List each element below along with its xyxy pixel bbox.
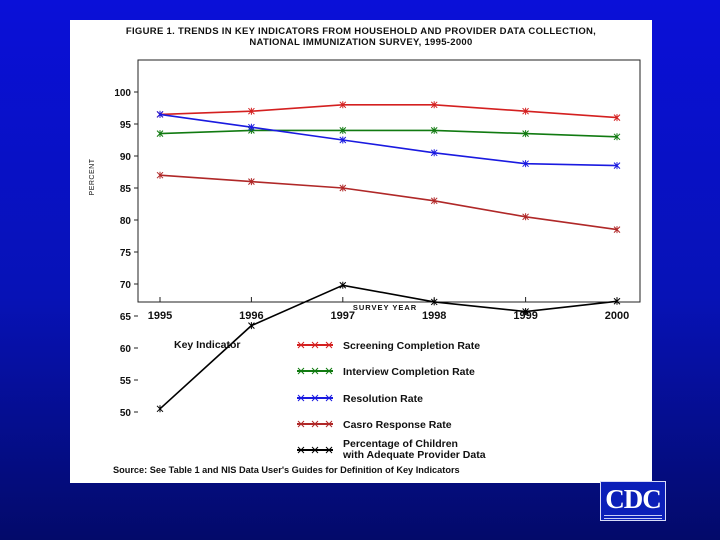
- logo-rule: [604, 518, 662, 519]
- figure-title-line-1: FIGURE 1. TRENDS IN KEY INDICATORS FROM …: [125, 26, 597, 37]
- figure-title-line-2: NATIONAL IMMUNIZATION SURVEY, 1995-2000: [249, 37, 473, 48]
- x-tick-label: 1998: [422, 310, 446, 322]
- legend-swatch-marker: [297, 420, 305, 428]
- x-axis-title: SURVEY YEAR: [353, 303, 417, 312]
- logo-rule: [604, 515, 662, 516]
- data-point-marker: [613, 114, 621, 122]
- data-point-marker: [248, 322, 255, 330]
- legend-label: Resolution Rate: [343, 393, 423, 405]
- legend-swatch-marker: [311, 367, 319, 375]
- y-tick-label: 80: [120, 216, 132, 227]
- legend-label: Casro Response Rate: [343, 419, 452, 431]
- data-point-marker: [430, 149, 438, 157]
- y-tick-label: 90: [120, 152, 132, 163]
- data-point-marker: [156, 405, 164, 413]
- y-axis-title: PERCENT: [89, 158, 96, 195]
- plot-area-frame: [137, 59, 641, 303]
- series-line: [159, 113, 618, 167]
- data-point-marker: [613, 162, 621, 170]
- line-chart: 100 95 90 85 80 75 70 65 60 55 50 1995 1996 1997 1998…: [89, 59, 641, 475]
- y-tick-label: 75: [120, 248, 132, 259]
- legend: Screening Completion Rate Interview Compl…: [297, 340, 486, 461]
- data-point-marker: [613, 133, 621, 141]
- legend-label: Percentage of Children: [343, 438, 458, 450]
- y-tick-label: 100: [114, 88, 131, 99]
- data-point-marker: [613, 226, 621, 234]
- y-tick-label: 55: [120, 376, 132, 387]
- data-point-marker: [339, 126, 347, 134]
- data-point-marker: [522, 213, 529, 221]
- legend-swatch-marker: [325, 394, 333, 402]
- legend-swatch-marker: [297, 367, 305, 375]
- legend-swatch-marker: [297, 446, 305, 454]
- y-tick-label: 70: [120, 280, 132, 291]
- y-tick-label: 60: [120, 344, 132, 355]
- data-point-marker: [156, 110, 164, 118]
- data-point-marker: [522, 107, 529, 115]
- series-line: [159, 174, 618, 231]
- data-point-marker: [522, 160, 529, 168]
- data-point-marker: [522, 308, 529, 316]
- x-tick-label: 1997: [331, 310, 355, 322]
- legend-swatch-marker: [311, 446, 319, 454]
- legend-swatch-marker: [311, 420, 319, 428]
- legend-swatch-marker: [325, 446, 333, 454]
- x-axis: 1995 1996 1997 1998 1999 2000: [148, 297, 629, 322]
- source-note: Source: See Table 1 and NIS Data User's …: [113, 465, 460, 475]
- y-tick-label: 95: [120, 120, 132, 131]
- series-line: [159, 104, 618, 119]
- data-point-marker: [248, 107, 255, 115]
- data-point-marker: [339, 136, 347, 144]
- figure-title: FIGURE 1. TRENDS IN KEY INDICATORS FROM …: [70, 26, 652, 48]
- figure-panel: FIGURE 1. TRENDS IN KEY INDICATORS FROM …: [70, 20, 652, 483]
- data-point-marker: [613, 297, 621, 305]
- y-tick-label: 85: [120, 184, 132, 195]
- data-point-marker: [430, 101, 438, 109]
- data-point-marker: [248, 178, 255, 186]
- legend-swatch-marker: [325, 341, 333, 349]
- legend-swatch-marker: [297, 394, 305, 402]
- data-point-marker: [339, 101, 347, 109]
- data-point-marker: [156, 171, 164, 179]
- cdc-logo: CDC: [600, 481, 666, 521]
- data-point-marker: [156, 130, 164, 138]
- cdc-logo-text: CDC: [605, 484, 662, 514]
- data-point-marker: [430, 126, 438, 134]
- data-point-marker: [430, 298, 438, 306]
- series-lines: [156, 101, 621, 413]
- legend-swatch-marker: [297, 341, 305, 349]
- data-point-marker: [430, 197, 438, 205]
- data-point-marker: [522, 130, 529, 138]
- x-tick-label: 1999: [513, 310, 537, 322]
- series-line: [159, 284, 618, 410]
- x-tick-label: 2000: [605, 310, 629, 322]
- x-tick-label: 1995: [148, 310, 172, 322]
- data-point-marker: [339, 184, 347, 192]
- legend-label: Screening Completion Rate: [343, 340, 480, 352]
- legend-swatch-marker: [311, 394, 319, 402]
- legend-swatch-marker: [325, 420, 333, 428]
- legend-swatch-marker: [325, 367, 333, 375]
- data-point-marker: [339, 281, 347, 289]
- legend-label: Interview Completion Rate: [343, 366, 475, 378]
- legend-title: Key Indicator: [174, 339, 241, 351]
- y-tick-label: 50: [120, 408, 132, 419]
- y-axis: 100 95 90 85 80 75 70 65 60 55 50: [114, 88, 138, 419]
- y-tick-label: 65: [120, 312, 132, 323]
- x-tick-label: 1996: [239, 310, 263, 322]
- legend-label: with Adequate Provider Data: [342, 449, 486, 461]
- legend-swatch-marker: [311, 341, 319, 349]
- data-point-marker: [248, 123, 255, 131]
- series-line: [159, 129, 618, 138]
